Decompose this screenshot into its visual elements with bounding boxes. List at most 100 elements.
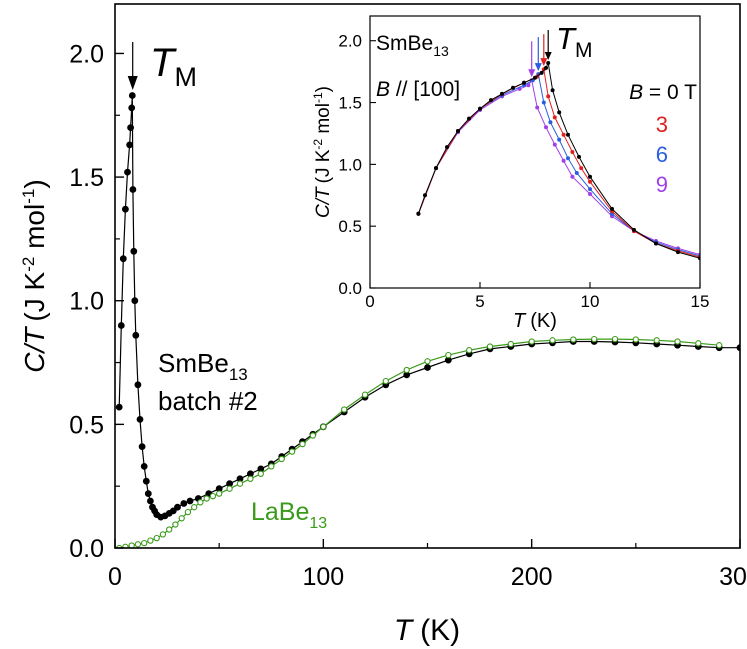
inset-legend-entry: 3 [656,112,668,137]
inset-series-0-point [416,211,421,216]
inset-series-1-point [570,150,575,154]
inset-series-0-point [434,166,438,171]
main-series-1-point [226,485,233,492]
main-y-tick-label: 0.0 [69,535,104,563]
main-y-axis-unit-mid: mol [19,204,50,257]
inset-series-2-point [557,137,562,142]
inset-x-tick-label: 0 [365,292,374,311]
main-series-1-point [528,338,535,345]
main-series-0-point [124,168,131,176]
main-series-1-point [128,542,135,548]
main-x-axis-unit: (K) [420,614,460,647]
main-series-0-point [128,104,136,112]
main-y-tick-label: 0.5 [69,411,104,439]
inset-series-2-point [541,100,546,105]
main-series-0-point [174,503,181,511]
smbe-batch-label: batch #2 [158,386,258,416]
main-ticks: 01002003000.00.51.01.52.0 [69,40,747,591]
inset-series-0-point [467,116,471,121]
inset-series-0-point [478,106,482,111]
inset-series-0-point [500,91,504,96]
main-series-1-point [466,347,473,354]
inset-tm-main: T [556,21,577,56]
main-series-1-point [341,406,348,413]
main-series-1-point [403,366,410,374]
inset-y-axis-unit-sup1: -2 [311,139,325,150]
main-series-1-point [203,495,210,502]
main-series-1-point [236,480,244,487]
inset-series-layer [416,61,700,261]
inset-series-3-point [535,105,540,110]
inset-series-2-point [588,187,592,192]
inset-series-2-point [574,171,579,175]
main-series-1-point [549,337,556,344]
main-series-1-point [424,358,431,365]
inset-series-0-point [546,61,551,65]
inset-series-0-point [577,154,581,159]
main-series-1-point [197,499,204,506]
main-y-axis-label: C/T (J K-2 mol-1) [19,179,50,372]
inset-legend-entry: 6 [656,142,668,167]
inset-series-1-point [561,132,566,137]
main-x-axis-var: T [394,614,415,647]
inset-tm-arrow-head [540,58,548,67]
main-series-0-point [144,490,152,498]
main-tm-label: TM [150,41,197,92]
main-series-1-point [268,463,275,470]
inset-tm-label: TM [556,21,592,62]
main-x-tick-label: 200 [511,563,553,591]
labe-label-sub: 13 [309,515,327,532]
main-y-axis-unit-post: ) [19,179,50,188]
main-series-0-point [117,322,125,329]
main-series-1-point [153,534,160,542]
inset-y-axis-unit-pre: (J K [313,149,334,183]
main-y-axis-unit-sup1: -2 [19,257,38,272]
inset-series-0-point [588,174,592,179]
inset-series-0-point [456,129,460,133]
inset-x-tick-label: 15 [691,292,710,311]
inset-series-0-point [557,110,562,115]
main-series-0-point [131,297,139,305]
main-series-1-point [320,423,327,430]
main-series-0-point [186,497,194,505]
inset-tm-arrow-head [544,51,552,60]
inset-series-0-point [676,250,680,255]
main-series-layer [115,92,740,548]
main-series-1-point [257,470,264,477]
inset-x-axis-var: T [513,310,527,332]
main-y-axis-unit-pre: (J K [19,271,50,321]
main-series-1-point [486,343,494,350]
inset-field-text: // [100] [390,78,460,101]
main-x-tick-label: 0 [108,563,122,591]
main-series-0-point [129,186,137,193]
inset-sample-label: SmBe13 [376,32,449,59]
inset-tm-arrow-head [528,69,536,78]
smbe-label: SmBe13 [158,348,248,384]
main-y-axis-unit-sup2: -1 [19,189,38,204]
main-x-tick-label: 300 [719,563,747,591]
inset-y-tick-label: 1.5 [338,94,362,113]
main-series-1-point [278,455,285,463]
inset-x-axis-label: T (K) [513,310,557,332]
main-series-1-point [299,440,306,448]
main-series-0-point [127,124,135,131]
main-series-0-point [146,497,154,505]
main-series-1-point [184,508,192,516]
inset-sample-base: SmBe [376,32,433,55]
main-series-1-point [288,448,296,455]
inset-series-3-point [544,125,548,130]
inset-series-2-point [566,156,570,161]
labe-label: LaBe13 [251,498,327,532]
inset-series-0-point [544,65,548,70]
inset-sample-sub: 13 [433,43,449,59]
main-series-1-point [695,340,702,347]
inset-y-tick-label: 0.0 [338,279,362,298]
inset-tm-arrow-head [534,63,542,72]
main-tm-sub: M [174,62,197,92]
main-series-1-point [309,432,317,439]
inset-series-0-point [550,88,555,93]
inset-series-3-point [526,83,531,88]
main-series-1-line [119,338,720,548]
inset-series-0-point [654,241,658,246]
main-series-1-point [716,342,723,349]
